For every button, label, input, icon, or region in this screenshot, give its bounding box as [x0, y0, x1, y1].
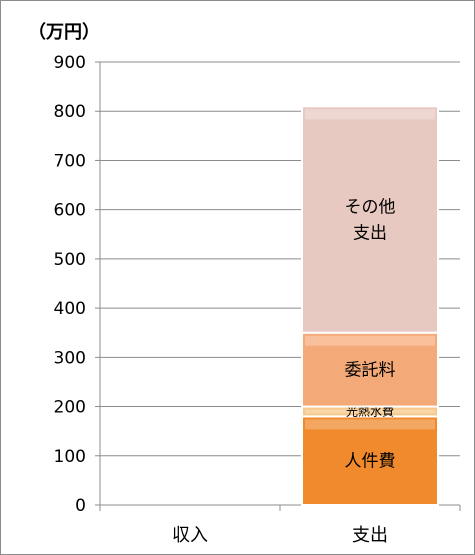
y-tick-label: 500 — [54, 250, 86, 270]
y-unit-label: （万円） — [28, 22, 100, 43]
bar-highlight — [305, 335, 435, 346]
y-tick-label: 200 — [54, 398, 86, 418]
y-tick-label: 300 — [54, 348, 86, 368]
segment-label: 人件費 — [345, 452, 396, 472]
bar-segment — [301, 415, 439, 506]
bar-highlight — [305, 419, 435, 430]
bar-segment — [301, 105, 439, 334]
y-tick-label: 0 — [75, 496, 86, 516]
y-tick-label: 400 — [54, 299, 86, 319]
bar-segment — [301, 331, 439, 408]
segment-label: その他 — [345, 198, 396, 218]
y-tick-label: 900 — [54, 53, 86, 73]
bar-highlight — [305, 109, 435, 120]
y-tick-label: 800 — [54, 102, 86, 122]
x-category-label: 支出 — [352, 525, 388, 546]
segment-label: 委託料 — [345, 361, 396, 381]
y-tick-label: 700 — [54, 151, 86, 171]
x-category-label: 収入 — [172, 525, 208, 546]
segment-label: 支出 — [353, 224, 387, 244]
bar-highlight — [305, 409, 435, 414]
y-tick-label: 600 — [54, 201, 86, 221]
y-tick-label: 100 — [54, 447, 86, 467]
